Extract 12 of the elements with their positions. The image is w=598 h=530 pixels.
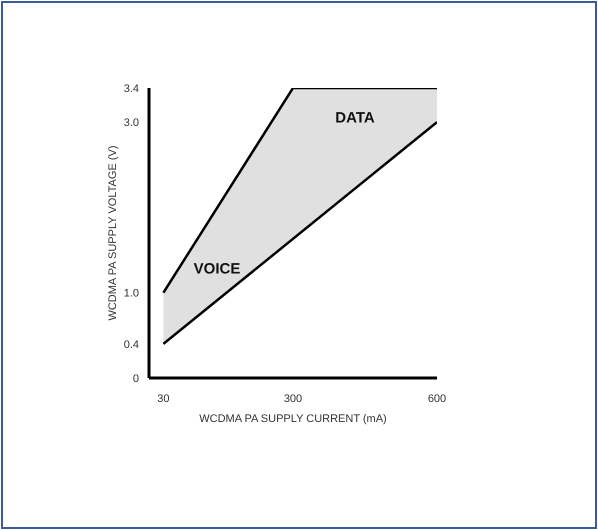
y-tick-label: 1.0 xyxy=(124,288,139,300)
y-tick-label: 3.0 xyxy=(124,117,139,130)
y-tick-label: 0.4 xyxy=(124,338,139,351)
annotation: DATA xyxy=(335,110,375,126)
y-tick-label: 3.4 xyxy=(124,82,139,95)
x-axis-title: WCDMA PA SUPPLY CURRENT (mA) xyxy=(199,413,387,425)
annotation: VOICE xyxy=(194,260,240,278)
x-tick-label: 600 xyxy=(428,392,446,405)
x-tick-label: 30 xyxy=(157,392,170,405)
x-tick-label: 300 xyxy=(284,392,302,405)
y-tick-label: 0 xyxy=(132,372,139,385)
y-axis-title: WCDMA PA SUPPLY VOLTAGE (V) xyxy=(106,145,119,321)
